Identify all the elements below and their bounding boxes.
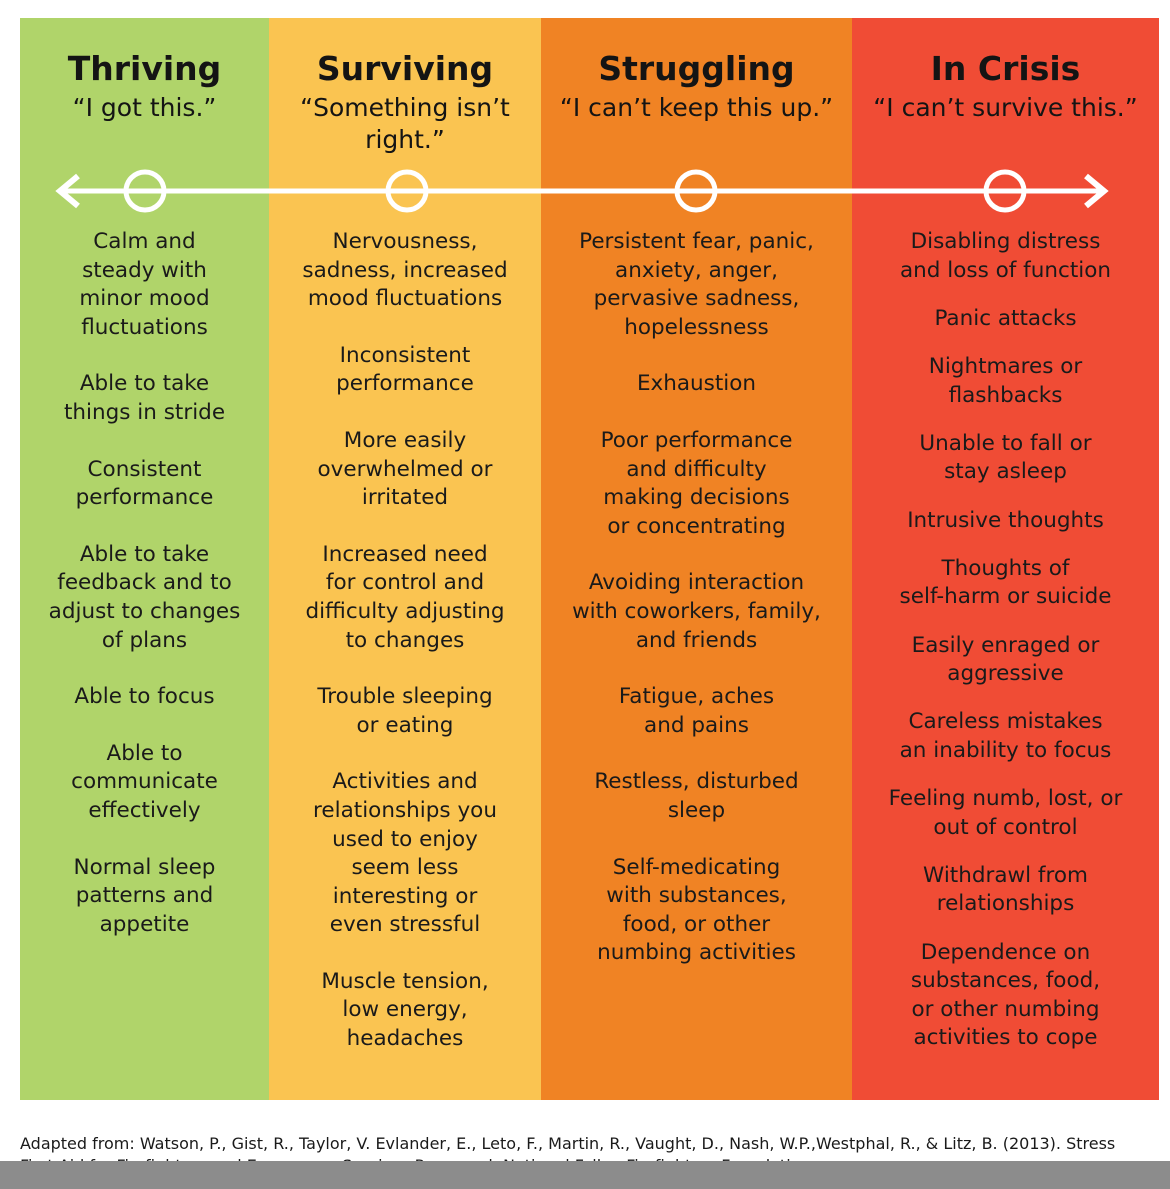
symptom-item: Intrusive thoughts [907, 507, 1104, 533]
symptom-item: Avoiding interaction with coworkers, fam… [572, 570, 821, 653]
symptom-item: Inconsistent performance [336, 342, 474, 397]
symptom-item: Persistent fear, panic, anxiety, anger, … [579, 229, 814, 340]
symptom-item: Increased need for control and difficult… [305, 541, 505, 653]
symptom-item: Trouble sleeping or eating [317, 684, 493, 738]
symptom-item: Exhaustion [636, 371, 757, 397]
symptom-item: Fatigue, aches and pains [618, 684, 775, 738]
symptom-item: More easily overwhelmed or irritated [317, 427, 493, 511]
mental-health-continuum: Thriving “I got this.” Calm and steady w… [20, 18, 1159, 1100]
symptom-item: Poor performance and difficulty making d… [600, 427, 793, 539]
symptom-item: Able to communicate effectively [71, 740, 218, 823]
symptom-item: Dependence on substances, food, or other… [910, 939, 1101, 1051]
column-title-surviving: Surviving [316, 49, 494, 88]
symptom-item: Withdrawl from relationships [923, 862, 1088, 917]
bottom-band [0, 1161, 1170, 1189]
column-quote-surviving: “Something isn’t right.” [300, 93, 510, 154]
column-items-surviving: Nervousness, sadness, increased mood flu… [277, 228, 533, 1082]
symptom-item: Unable to fall or stay asleep [919, 430, 1092, 485]
column-title-in-crisis: In Crisis [930, 49, 1081, 88]
column-title-struggling: Struggling [598, 49, 795, 88]
symptom-item: Disabling distress and loss of function [899, 229, 1112, 283]
symptom-item: Consistent performance [75, 456, 214, 511]
symptom-item: Restless, disturbed sleep [594, 769, 799, 823]
column-quote-in-crisis: “I can’t survive this.” [873, 93, 1138, 122]
symptom-item: Self-medicating with substances, food, o… [597, 854, 796, 966]
symptom-item: Nervousness, sadness, increased mood flu… [302, 229, 508, 312]
column-items-thriving: Calm and steady with minor mood fluctuat… [28, 228, 261, 967]
symptom-item: Able to take feedback and to adjust to c… [48, 541, 241, 653]
symptom-item: Able to focus [74, 684, 215, 710]
symptom-item: Easily enraged or aggressive [911, 632, 1100, 687]
column-quote-thriving: “I got this.” [72, 93, 217, 122]
column-title-thriving: Thriving [67, 49, 222, 88]
column-items-struggling: Persistent fear, panic, anxiety, anger, … [549, 228, 844, 996]
column-quote-struggling: “I can’t keep this up.” [559, 93, 834, 122]
symptom-item: Nightmares or flashbacks [928, 353, 1083, 408]
symptom-item: Able to take things in stride [63, 371, 226, 425]
column-surviving: Surviving “Something isn’t right.” Nervo… [269, 18, 541, 1100]
symptom-item: Careless mistakes an inability to focus [899, 709, 1112, 763]
symptom-item: Panic attacks [934, 305, 1077, 331]
column-in-crisis: In Crisis “I can’t survive this.” Disabl… [852, 18, 1159, 1100]
column-items-in-crisis: Disabling distress and loss of function P… [860, 228, 1151, 1073]
symptom-item: Calm and steady with minor mood fluctuat… [79, 229, 210, 340]
symptom-item: Normal sleep patterns and appetite [73, 854, 216, 937]
symptom-item: Thoughts of self-harm or suicide [899, 555, 1112, 610]
column-thriving: Thriving “I got this.” Calm and steady w… [20, 18, 269, 1100]
symptom-item: Feeling numb, lost, or out of control [888, 786, 1123, 840]
symptom-item: Muscle tension, low energy, headaches [321, 968, 489, 1052]
symptom-item: Activities and relationships you used to… [313, 769, 497, 938]
column-struggling: Struggling “I can’t keep this up.” Persi… [541, 18, 852, 1100]
